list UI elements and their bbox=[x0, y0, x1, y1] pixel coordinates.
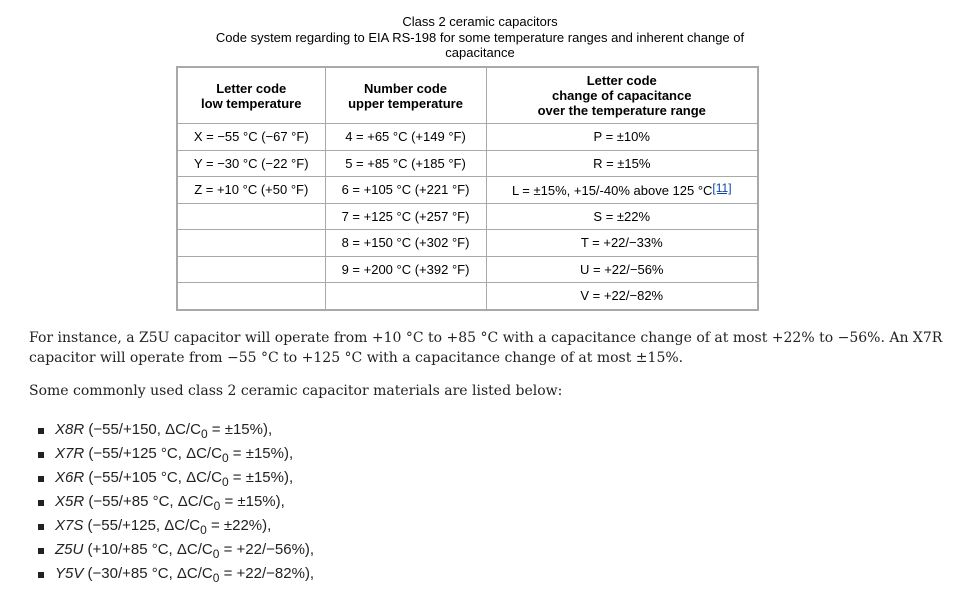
subscript: 0 bbox=[200, 523, 207, 537]
cell-text: 7 = +125 °C (+257 °F) bbox=[341, 208, 470, 224]
table-row: 7 = +125 °C (+257 °F) S = ±22% bbox=[176, 202, 759, 230]
list-item: X7R (−55/+125 °C, ΔC/C0 = ±15%), bbox=[38, 442, 314, 466]
cell-text: 9 = +200 °C (+392 °F) bbox=[341, 261, 470, 277]
cell-text: P = ±10% bbox=[593, 129, 650, 145]
list-item: X8R (−55/+150, ΔC/C0 = ±15%), bbox=[38, 418, 314, 442]
material-code: X7R bbox=[55, 445, 85, 462]
cell-text: U = +22/−56% bbox=[580, 261, 664, 277]
table-cell: P = ±10% bbox=[485, 123, 759, 151]
table-cell: 5 = +85 °C (+185 °F) bbox=[324, 149, 487, 177]
table-cell: L = ±15%, +15/-40% above 125 °C[11] bbox=[485, 176, 759, 204]
caption-subtitle: Code system regarding to EIA RS-198 for … bbox=[215, 29, 745, 61]
cell-text: R = ±15% bbox=[593, 155, 651, 171]
cell-text: S = ±22% bbox=[593, 208, 651, 224]
table-cell bbox=[176, 255, 326, 283]
item-text: = ±15%), bbox=[207, 421, 273, 438]
list-item: X6R (−55/+105 °C, ΔC/C0 = ±15%), bbox=[38, 466, 314, 490]
table-row: X = −55 °C (−67 °F) 4 = +65 °C (+149 °F) P… bbox=[176, 123, 759, 151]
subscript: 0 bbox=[212, 547, 220, 561]
cell-text: Z = +10 °C (+50 °F) bbox=[194, 182, 309, 198]
subscript: 0 bbox=[213, 499, 221, 513]
cell-text: X = −55 °C (−67 °F) bbox=[193, 129, 309, 145]
subscript: 0 bbox=[221, 451, 229, 465]
item-text: (−55/+150, ΔC/C bbox=[84, 421, 201, 438]
header-line: over the temperature range bbox=[537, 103, 706, 118]
item-text: = ±15%), bbox=[228, 445, 294, 462]
cell-text: 8 = +150 °C (+302 °F) bbox=[341, 235, 470, 251]
item-text: (−55/+125, ΔC/C bbox=[83, 517, 201, 534]
subscript: 0 bbox=[200, 427, 208, 441]
table-cell: Z = +10 °C (+50 °F) bbox=[176, 176, 326, 204]
list-item: Z5U (+10/+85 °C, ΔC/C0 = +22/−56%), bbox=[38, 538, 314, 562]
cell-text: T = +22/−33% bbox=[580, 235, 663, 251]
item-text: (+10/+85 °C, ΔC/C bbox=[83, 541, 213, 558]
table-caption: Class 2 ceramic capacitors Code system r… bbox=[190, 14, 770, 61]
table-row: 9 = +200 °C (+392 °F) U = +22/−56% bbox=[176, 255, 759, 283]
table-row: Y = −30 °C (−22 °F) 5 = +85 °C (+185 °F) R… bbox=[176, 149, 759, 177]
material-code: X6R bbox=[55, 469, 85, 486]
subscript: 0 bbox=[221, 475, 229, 489]
header-line: Letter code bbox=[586, 73, 657, 88]
table-cell bbox=[176, 282, 326, 310]
table-cell: 7 = +125 °C (+257 °F) bbox=[324, 202, 487, 230]
header-line: upper temperature bbox=[348, 95, 463, 111]
item-text: (−55/+105 °C, ΔC/C bbox=[84, 469, 222, 486]
material-code: Z5U bbox=[55, 541, 84, 558]
table-row: V = +22/−82% bbox=[176, 282, 759, 310]
list-item: X7S (−55/+125, ΔC/C0 = ±22%), bbox=[38, 514, 314, 538]
list-item: X5R (−55/+85 °C, ΔC/C0 = ±15%), bbox=[38, 490, 314, 514]
table-cell bbox=[176, 202, 326, 230]
list-item: Y5V (−30/+85 °C, ΔC/C0 = +22/−82%), bbox=[38, 562, 314, 586]
cell-text: 4 = +65 °C (+149 °F) bbox=[345, 129, 466, 145]
cell-text: V = +22/−82% bbox=[580, 288, 664, 304]
material-code: Y5V bbox=[55, 565, 84, 582]
subscript: 0 bbox=[212, 571, 220, 585]
header-line: low temperature bbox=[201, 95, 302, 111]
caption-title: Class 2 ceramic capacitors bbox=[402, 14, 558, 29]
material-code: X5R bbox=[55, 493, 85, 510]
paragraph: For instance, a Z5U capacitor will opera… bbox=[29, 330, 943, 366]
item-text: = +22/−82%), bbox=[219, 565, 315, 582]
code-table: Letter code low temperature Number code upp… bbox=[176, 66, 759, 311]
cell-text: L = ±15%, +15/-40% above 125 °C bbox=[511, 183, 713, 199]
table-cell: T = +22/−33% bbox=[485, 229, 759, 257]
table-cell bbox=[324, 282, 487, 310]
table-cell: R = ±15% bbox=[485, 149, 759, 177]
table-cell: S = ±22% bbox=[485, 202, 759, 230]
table-cell: Y = −30 °C (−22 °F) bbox=[176, 149, 326, 177]
cell-text: Y = −30 °C (−22 °F) bbox=[193, 155, 309, 171]
table-cell: 6 = +105 °C (+221 °F) bbox=[324, 176, 487, 204]
item-text: = +22/−56%), bbox=[219, 541, 315, 558]
table-cell: X = −55 °C (−67 °F) bbox=[176, 123, 326, 151]
header-line: Number code bbox=[363, 80, 448, 96]
material-code: X8R bbox=[55, 421, 85, 438]
material-code: X7S bbox=[55, 517, 84, 534]
item-text: = ±15%), bbox=[220, 493, 285, 510]
table-cell bbox=[176, 229, 326, 257]
table-row: Z = +10 °C (+50 °F) 6 = +105 °C (+221 °F)… bbox=[176, 176, 759, 204]
header-row: Letter code low temperature Number code upp… bbox=[176, 66, 759, 124]
header-cell: Number code upper temperature bbox=[324, 66, 487, 124]
material-list: X8R (−55/+150, ΔC/C0 = ±15%), X7R (−55/+1… bbox=[38, 418, 314, 586]
table-cell: V = +22/−82% bbox=[485, 282, 759, 310]
table-cell: 4 = +65 °C (+149 °F) bbox=[324, 123, 487, 151]
table-cell: U = +22/−56% bbox=[485, 255, 759, 283]
header-line: Letter code bbox=[216, 80, 287, 96]
item-text: (−55/+85 °C, ΔC/C bbox=[84, 493, 214, 510]
paragraph: Some commonly used class 2 ceramic capac… bbox=[29, 383, 563, 399]
header-cell: Letter code change of capacitance over the… bbox=[485, 66, 759, 124]
table-cell: 9 = +200 °C (+392 °F) bbox=[324, 255, 487, 283]
header-cell: Letter code low temperature bbox=[176, 66, 326, 124]
table-cell: 8 = +150 °C (+302 °F) bbox=[324, 229, 487, 257]
item-text: = ±22%), bbox=[206, 517, 272, 534]
cell-text: 6 = +105 °C (+221 °F) bbox=[341, 182, 470, 198]
table-row: 8 = +150 °C (+302 °F) T = +22/−33% bbox=[176, 229, 759, 257]
item-text: = ±15%), bbox=[228, 469, 294, 486]
footnote-ref[interactable]: [11] bbox=[712, 181, 732, 196]
cell-text: 5 = +85 °C (+185 °F) bbox=[345, 155, 466, 171]
item-text: (−55/+125 °C, ΔC/C bbox=[84, 445, 222, 462]
item-text: (−30/+85 °C, ΔC/C bbox=[83, 565, 213, 582]
header-line: change of capacitance bbox=[552, 88, 692, 103]
